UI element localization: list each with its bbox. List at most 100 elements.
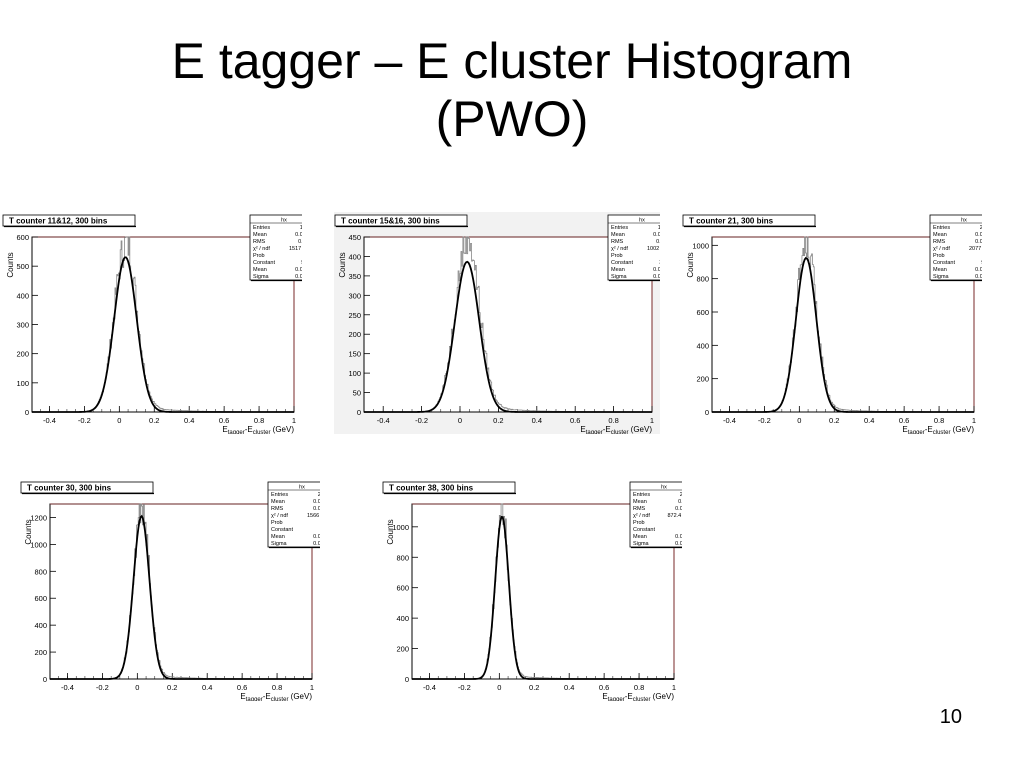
- gaussian-fit-series: [32, 256, 294, 413]
- y-tick-label: 600: [396, 584, 409, 593]
- slide-title-line-2: (PWO): [435, 91, 589, 147]
- plot-frame: [363, 236, 653, 413]
- histogram-title: T counter 21, 300 bins: [689, 217, 774, 226]
- stats-box-frame: [267, 481, 320, 548]
- stats-value: 872.4 / 167: [667, 513, 682, 519]
- x-tick-label: 0: [135, 683, 139, 692]
- stats-value: 0.03493: [295, 267, 302, 273]
- y-tick-label: 0: [405, 675, 409, 684]
- y-tick-label: 100: [348, 369, 361, 378]
- x-tick-label: 1: [672, 683, 676, 692]
- x-axis-label: Etagger-Ecluster (GeV): [240, 692, 312, 701]
- y-tick-label: 1000: [30, 540, 47, 549]
- y-tick-label: 250: [348, 311, 361, 320]
- stats-value: 0.05845: [975, 274, 982, 280]
- x-tick-label: -0.2: [96, 683, 109, 692]
- x-tick-label: 0.6: [237, 683, 247, 692]
- stats-name: hx: [281, 218, 287, 224]
- histogram-title: T counter 38, 300 bins: [389, 484, 474, 493]
- x-tick-label: -0.2: [78, 416, 91, 425]
- stats-name: hx: [661, 485, 667, 491]
- y-tick-label: 0: [357, 408, 361, 417]
- stats-value: 0.05402: [653, 232, 660, 238]
- x-tick-label: 0.8: [254, 416, 264, 425]
- y-tick-label: 400: [696, 341, 709, 350]
- gaussian-fit-series: [412, 515, 674, 680]
- y-tick-label: 800: [34, 567, 47, 576]
- x-tick-label: 0.8: [634, 683, 644, 692]
- stats-value: 1566 / 226: [307, 513, 320, 519]
- stats-key: Constant: [253, 260, 275, 266]
- histogram-panel-1: 0 100 200 300 400 500 600 -0.4 -0.2 0 0.2 0.4 0.6 0.8…: [2, 212, 302, 434]
- x-tick-label: 1: [972, 416, 976, 425]
- y-tick-label: 0: [43, 675, 47, 684]
- x-tick-label: -0.4: [61, 683, 74, 692]
- stats-name: hx: [299, 485, 305, 491]
- y-tick-label: 450: [348, 233, 361, 242]
- x-tick-label: 0.2: [529, 683, 539, 692]
- stats-key: Sigma: [253, 274, 270, 280]
- stats-key: RMS: [253, 239, 266, 245]
- stats-value: 0.05267: [295, 232, 302, 238]
- stats-value: 21779: [680, 492, 682, 498]
- stats-box: hx Entries 29638 Mean 0.03325 RMS 0.07585 χ² / …: [267, 481, 320, 549]
- stats-value: 18818: [300, 225, 302, 231]
- stats-box: hx Entries 18818 Mean 0.05267 RMS 0.1056 χ² / n…: [249, 214, 302, 282]
- y-tick-label: 400: [34, 621, 47, 630]
- stats-value: 1002 / 213: [647, 246, 660, 252]
- y-tick-label: 1000: [692, 241, 709, 250]
- page-number: 10: [939, 706, 962, 728]
- stats-box: hx Entries 21779 Mean 0.0199 RMS 0.05526 χ² / n…: [629, 481, 682, 549]
- stats-key: Sigma: [271, 541, 288, 547]
- x-tick-label: 0.8: [272, 683, 282, 692]
- y-tick-label: 800: [396, 553, 409, 562]
- x-tick-label: 0.4: [864, 416, 874, 425]
- y-tick-label: 400: [16, 291, 29, 300]
- x-tick-label: -0.2: [415, 416, 428, 425]
- y-tick-label: 1200: [30, 513, 47, 522]
- x-tick-label: 0.6: [599, 683, 609, 692]
- stats-name: hx: [961, 218, 967, 224]
- x-tick-label: 0: [458, 416, 462, 425]
- stats-value: 0.01531: [675, 534, 682, 540]
- y-tick-label: 600: [696, 308, 709, 317]
- x-tick-label: 0.8: [608, 416, 618, 425]
- stats-name: hx: [639, 218, 645, 224]
- stats-key: Mean: [933, 232, 947, 238]
- x-tick-label: -0.2: [458, 683, 471, 692]
- stats-key: Entries: [253, 225, 270, 231]
- gaussian-fit-series: [712, 256, 974, 413]
- stats-value: 2077 / 243: [969, 246, 982, 252]
- histogram-title: T counter 15&16, 300 bins: [341, 217, 440, 226]
- stats-value: 386.3: [659, 260, 660, 266]
- stats-value: 1517 / 232: [289, 246, 302, 252]
- y-tick-label: 200: [34, 648, 47, 657]
- histogram-panel-3: 0 200 400 600 800 1000 -0.4 -0.2 0 0.2 0.4 0.6 0.8 1 E…: [682, 212, 982, 434]
- stats-key: Constant: [611, 260, 633, 266]
- stats-value: 0.06435: [295, 274, 302, 280]
- stats-value: 530.9: [301, 260, 302, 266]
- x-tick-label: 1: [650, 416, 654, 425]
- stats-value: 13361: [658, 225, 660, 231]
- y-tick-label: 150: [348, 350, 361, 359]
- stats-key: Constant: [633, 527, 655, 533]
- stats-key: χ² / ndf: [611, 246, 628, 252]
- stats-key: RMS: [633, 506, 646, 512]
- stats-key: Prob: [253, 253, 265, 259]
- stats-key: Mean: [633, 499, 647, 505]
- stats-key: Entries: [633, 492, 650, 498]
- stats-value: 0.03917: [975, 267, 982, 273]
- x-tick-label: 1: [292, 416, 296, 425]
- histogram-title-box: T counter 15&16, 300 bins: [334, 214, 468, 228]
- y-tick-label: 100: [16, 379, 29, 388]
- stats-key: Mean: [611, 232, 625, 238]
- stats-key: Sigma: [633, 541, 650, 547]
- histogram-title-box: T counter 11&12, 300 bins: [2, 214, 136, 228]
- stats-key: Mean: [271, 499, 285, 505]
- x-tick-label: -0.4: [43, 416, 56, 425]
- x-tick-label: -0.4: [723, 416, 736, 425]
- stats-key: χ² / ndf: [271, 513, 288, 519]
- stats-key: χ² / ndf: [633, 513, 650, 519]
- histogram-title: T counter 11&12, 300 bins: [9, 217, 108, 226]
- stats-key: Mean: [611, 267, 625, 273]
